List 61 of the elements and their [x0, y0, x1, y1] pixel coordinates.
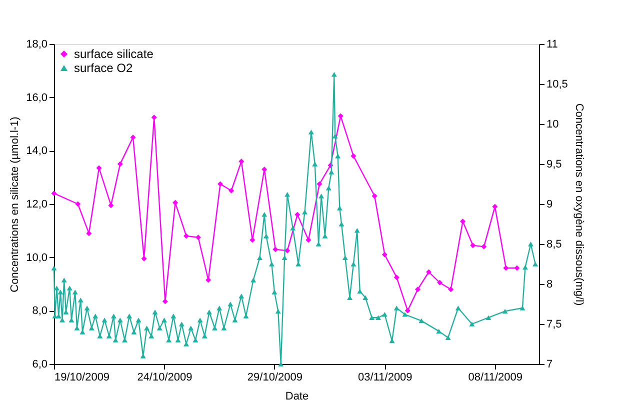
point — [130, 134, 136, 140]
legend-label: surface O2 — [74, 61, 134, 75]
point — [117, 161, 123, 167]
point — [238, 158, 244, 164]
point — [96, 165, 102, 171]
x-tick-label: 24/10/2009 — [137, 372, 192, 384]
point — [503, 265, 509, 271]
point — [514, 265, 520, 271]
y2-tick-label: 11 — [546, 38, 558, 50]
point — [481, 244, 487, 250]
y2-tick-label: 8 — [546, 278, 553, 290]
point — [184, 233, 190, 239]
y2-tick-label: 7 — [546, 358, 553, 370]
point — [284, 248, 290, 254]
point — [151, 114, 157, 120]
point — [394, 274, 400, 280]
point — [316, 181, 322, 187]
point — [51, 190, 57, 196]
y-tick-label: 18,0 — [26, 38, 48, 50]
x-tick-label: 08/11/2009 — [468, 372, 523, 384]
x-tick-label: 19/10/2009 — [54, 372, 110, 384]
point — [162, 298, 168, 304]
point — [448, 286, 454, 292]
point — [294, 212, 300, 218]
legend-label: surface silicate — [74, 47, 154, 61]
y-axis-title: Concentrations en silicate (µmol.l-1) — [9, 116, 22, 292]
point — [426, 269, 432, 275]
point — [382, 252, 388, 258]
y-tick-label: 16,0 — [26, 92, 48, 104]
y2-axis-title: Concentrations en oxygène dissous(mg/l) — [572, 103, 585, 306]
point — [272, 246, 278, 252]
point — [306, 237, 312, 243]
x-axis-title: Date — [285, 390, 309, 402]
point — [437, 280, 443, 286]
point — [460, 218, 466, 224]
y-tick-label: 10,0 — [26, 252, 48, 264]
y2-tick-label: 8,5 — [546, 238, 562, 250]
y2-tick-label: 9,5 — [546, 158, 562, 170]
point — [75, 201, 81, 207]
y-tick-label: 12,0 — [26, 198, 48, 210]
point — [372, 193, 378, 199]
y-tick-label: 14,0 — [26, 145, 48, 158]
point — [470, 242, 476, 248]
y2-tick-label: 10,5 — [546, 78, 568, 90]
y-tick-label: 8,0 — [32, 305, 48, 318]
y-tick-label: 6,0 — [32, 358, 48, 370]
point — [108, 202, 114, 208]
y2-tick-label: 9 — [546, 198, 553, 210]
point — [172, 200, 178, 206]
y2-tick-label: 10 — [546, 118, 559, 130]
x-tick-label: 29/10/2009 — [247, 372, 302, 384]
point — [492, 204, 498, 210]
x-tick-label: 03/11/2009 — [358, 372, 412, 384]
point — [86, 230, 92, 236]
point — [415, 286, 420, 292]
y2-tick-label: 7,5 — [546, 318, 562, 330]
point — [350, 153, 356, 159]
point — [195, 234, 201, 240]
point — [404, 308, 410, 314]
point — [228, 188, 234, 194]
point — [338, 113, 344, 119]
